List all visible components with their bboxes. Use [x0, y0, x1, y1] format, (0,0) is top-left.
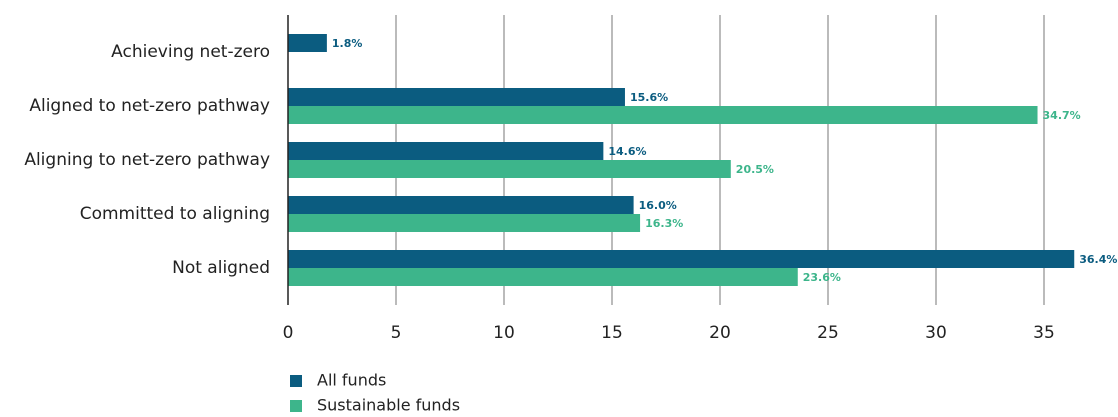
value-label: 20.5% [736, 163, 774, 176]
x-tick-label: 30 [925, 323, 947, 343]
category-label: Aligning to net-zero pathway [24, 150, 270, 170]
category-label: Not aligned [172, 258, 270, 278]
legend-swatch [290, 400, 302, 412]
category-label: Achieving net-zero [111, 42, 270, 62]
value-label: 1.8% [332, 37, 363, 50]
value-label: 34.7% [1043, 109, 1081, 122]
legend-swatch [290, 375, 302, 387]
value-label: 23.6% [803, 271, 841, 284]
bar [288, 106, 1038, 124]
x-tick-label: 10 [493, 323, 515, 343]
bar [288, 214, 641, 232]
bar [288, 88, 625, 106]
value-label: 16.3% [645, 217, 683, 230]
bar [288, 196, 634, 214]
bar [288, 142, 604, 160]
bar [288, 250, 1075, 268]
x-tick-label: 15 [601, 323, 623, 343]
category-label: Committed to aligning [80, 204, 270, 224]
value-label: 14.6% [608, 145, 646, 158]
x-tick-label: 5 [391, 323, 402, 343]
x-tick-label: 0 [283, 323, 294, 343]
legend-label: All funds [317, 371, 386, 390]
x-tick-label: 35 [1033, 323, 1055, 343]
category-label: Aligned to net-zero pathway [29, 96, 270, 116]
bar [288, 34, 327, 52]
value-label: 15.6% [630, 91, 668, 104]
bar [288, 160, 731, 178]
value-label: 16.0% [639, 199, 677, 212]
x-tick-label: 20 [709, 323, 731, 343]
bar [288, 268, 798, 286]
legend-label: Sustainable funds [317, 396, 460, 415]
value-label: 36.4% [1079, 253, 1117, 266]
x-tick-label: 25 [817, 323, 839, 343]
